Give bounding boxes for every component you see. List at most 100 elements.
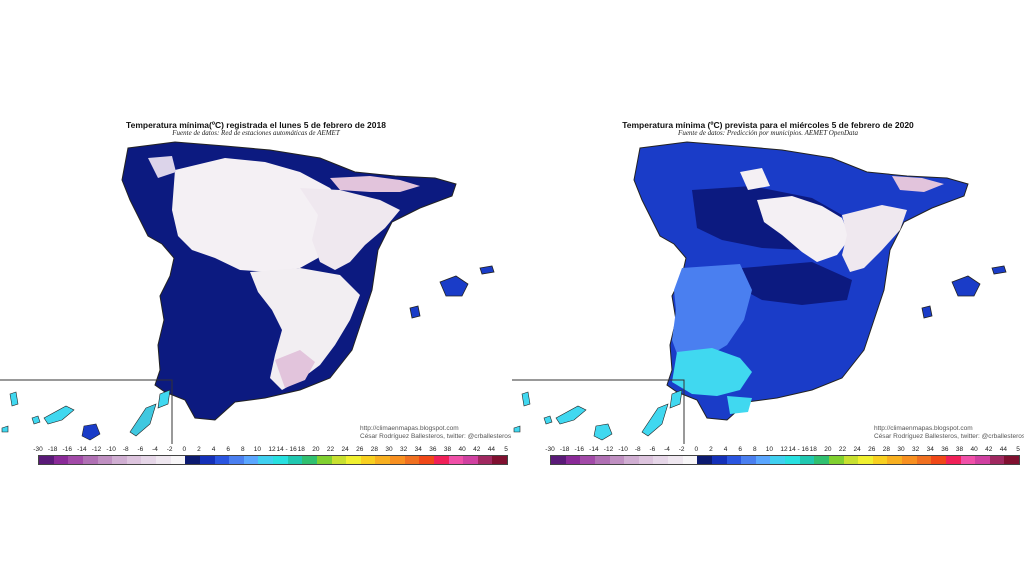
canary-fuerteventura — [641, 403, 669, 437]
credit-url: http://climaenmapas.blogspot.com — [360, 425, 459, 432]
legend-swatch — [477, 456, 493, 464]
legend-tick-label: -2 — [678, 446, 685, 453]
legend-swatch — [214, 456, 230, 464]
map-spain-2020 — [512, 141, 1007, 444]
legend-tick-label: -8 — [122, 446, 129, 453]
legend-tick-label: 18 — [297, 446, 305, 453]
legend-swatch — [448, 456, 464, 464]
canary-inset-frame — [512, 379, 685, 444]
frost-northwest — [740, 168, 770, 190]
balearic-mallorca — [951, 275, 981, 297]
canary-tenerife — [555, 405, 587, 425]
map-title: Temperatura mínima (ºC) prevista para el… — [622, 120, 914, 130]
legend-swatch — [916, 456, 932, 464]
legend-swatch — [989, 456, 1005, 464]
legend-tick-label: 40 — [458, 446, 466, 453]
legend-tick-label: -2 — [166, 446, 173, 453]
legend-swatch — [170, 456, 186, 464]
legend-tick-label: 44 — [999, 446, 1007, 453]
temperature-legend: -30 -18 -16 -14 -12 -10 -8 -6 -4 -2 0 2 4 6 8 10 12 14 - … — [33, 446, 508, 465]
legend-tick-label: 10 — [765, 446, 773, 453]
legend-swatch — [492, 456, 507, 464]
legend-swatch — [316, 456, 332, 464]
legend-tick-label: 14 - 16 — [276, 446, 297, 453]
legend-tick-label: 26 — [356, 446, 364, 453]
legend-swatch — [858, 456, 873, 464]
legend-swatch — [580, 456, 595, 464]
canary-gomera — [31, 415, 41, 425]
legend-tick-label: 38 — [955, 446, 964, 453]
legend-swatch — [141, 456, 156, 464]
legend-tick-label: 28 — [882, 446, 890, 453]
canary-gran-canaria — [593, 423, 613, 441]
legend-tick-label: 32 — [912, 446, 920, 453]
legend-swatch — [565, 456, 581, 464]
legend-tick-label: -30 — [33, 446, 43, 453]
legend-swatch — [53, 456, 69, 464]
legend-tick-label: 30 — [897, 446, 905, 453]
legend-tick-label: -30 — [545, 446, 555, 453]
legend-swatch — [360, 456, 376, 464]
legend-swatch — [682, 456, 698, 464]
legend-tick-label: 22 — [326, 446, 335, 453]
legend-tick-label: 44 — [487, 446, 495, 453]
map-panel-2020: Temperatura mínima (ºC) prevista para el… — [512, 0, 1024, 576]
legend-swatch — [1004, 456, 1019, 464]
legend-swatch — [638, 456, 654, 464]
legend-swatch — [331, 456, 347, 464]
legend-swatch — [741, 456, 756, 464]
legend-tick-label: 0 — [694, 446, 699, 453]
map-source: Fuente de datos: Predicción por municipi… — [678, 129, 858, 137]
legend-tick-label: -12 — [603, 446, 614, 453]
legend-swatch — [887, 456, 902, 464]
legend-swatch — [390, 456, 405, 464]
legend-swatch — [112, 456, 127, 464]
credit-url: http://climaenmapas.blogspot.com — [874, 425, 973, 432]
legend-swatch — [770, 456, 785, 464]
legend-labels: -30 -18 -16 -14 -12 -10 -8 -6 -4 -2 0 2 4 6 8 10 12 14 - … — [33, 446, 508, 454]
legend-tick-label: 4 — [723, 446, 728, 453]
legend-tick-label: 2 — [197, 446, 201, 453]
legend-tick-label: 2 — [709, 446, 713, 453]
balearic-mallorca — [439, 275, 469, 297]
legend-tick-label: 42 — [985, 446, 993, 453]
legend-swatch — [872, 456, 888, 464]
legend-tick-label: 20 — [312, 446, 320, 453]
legend-tick-label: -16 — [574, 446, 584, 453]
legend-tick-label: 0 — [182, 446, 187, 453]
legend-swatch — [551, 456, 566, 464]
legend-tick-label: -4 — [152, 446, 158, 453]
canary-lanzarote — [157, 389, 171, 409]
legend-swatch — [902, 456, 917, 464]
legend-swatch — [258, 456, 273, 464]
credit-block: http://climaenmapas.blogspot.com César R… — [360, 425, 511, 441]
legend-swatch — [229, 456, 244, 464]
legend-tick-label: 28 — [370, 446, 378, 453]
legend-swatch — [287, 456, 303, 464]
map-spain-2018 — [0, 141, 495, 444]
frost-ebro — [842, 205, 907, 272]
legend-swatch — [975, 456, 990, 464]
legend-swatch — [404, 456, 420, 464]
legend-tick-label: -10 — [106, 446, 116, 453]
legend-tick-label: 32 — [400, 446, 408, 453]
legend-swatch — [126, 456, 142, 464]
legend-swatch — [243, 456, 259, 464]
credit-block: http://climaenmapas.blogspot.com César R… — [874, 425, 1024, 441]
legend-swatch — [785, 456, 800, 464]
legend-tick-label: 18 — [809, 446, 817, 453]
legend-swatch — [931, 456, 946, 464]
frost-southeast-pink — [275, 350, 315, 388]
balearic-menorca — [479, 265, 495, 275]
legend-tick-label: 36 — [429, 446, 437, 453]
map-panel-2018: Temperatura mínima(ºC) registrada el lun… — [0, 120, 511, 465]
legend-tick-label: 24 — [341, 446, 349, 453]
legend-swatch — [97, 456, 113, 464]
canary-fuerteventura — [129, 403, 157, 437]
legend-tick-label: 6 — [226, 446, 230, 453]
legend-swatch — [726, 456, 742, 464]
legend-tick-label: 40 — [970, 446, 978, 453]
legend-tick-label: 14 - 16 — [788, 446, 809, 453]
legend-swatch — [814, 456, 829, 464]
legend-tick-label: -16 — [62, 446, 72, 453]
